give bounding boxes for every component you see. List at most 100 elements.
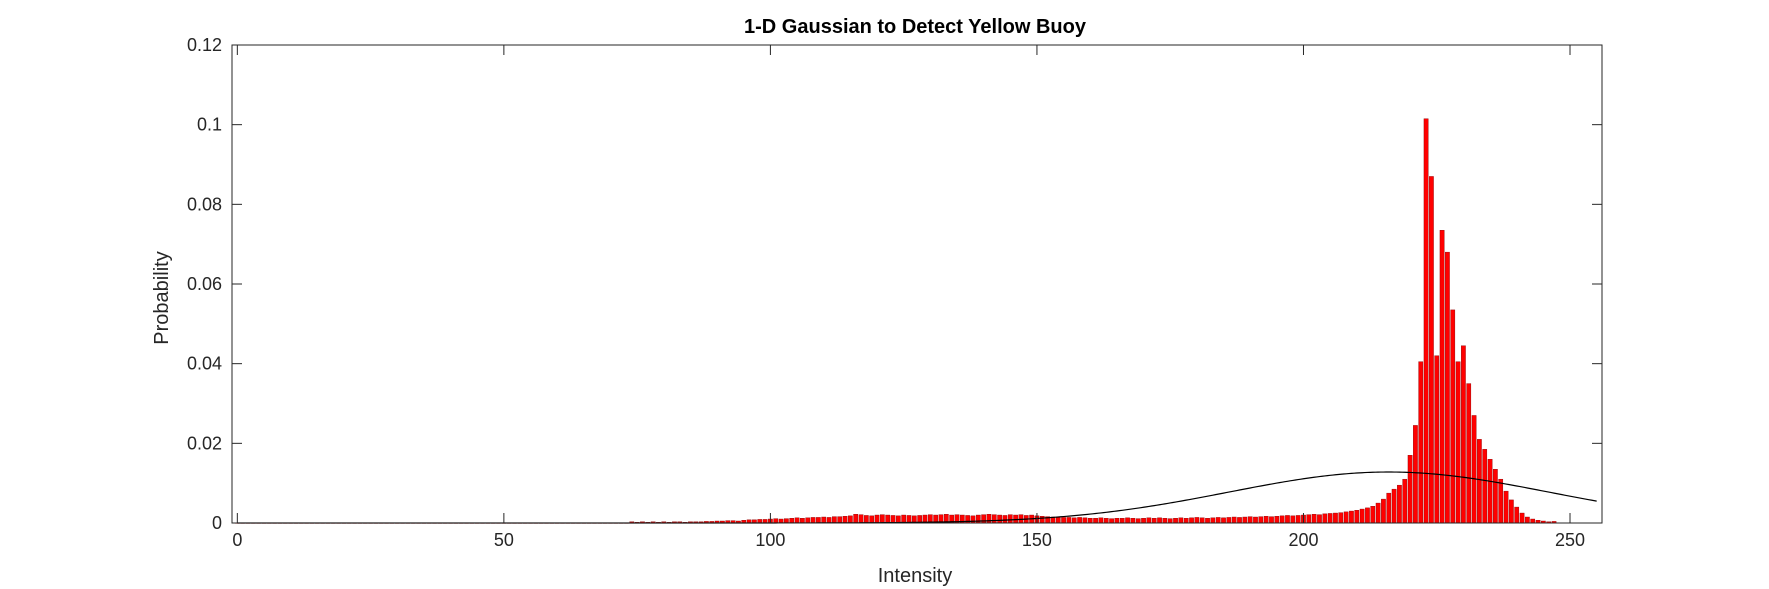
histogram-bar xyxy=(1055,516,1061,524)
histogram-bar xyxy=(901,514,906,524)
histogram-bar xyxy=(1530,518,1536,524)
y-axis-label: Probability xyxy=(151,251,173,344)
histogram-bar xyxy=(1407,455,1413,524)
x-tick-label: 0 xyxy=(232,530,242,550)
histogram-bar xyxy=(1151,518,1157,524)
histogram-bar xyxy=(1231,516,1237,524)
histogram-bar xyxy=(1103,518,1109,524)
histogram-bar xyxy=(837,516,843,524)
histogram-bar xyxy=(1135,518,1141,524)
histogram-bar xyxy=(1327,513,1333,524)
x-tick-label: 250 xyxy=(1555,530,1585,550)
histogram-bar xyxy=(986,514,992,524)
histogram-bar xyxy=(1082,517,1088,524)
histogram-bar xyxy=(1402,478,1408,524)
histogram-bar xyxy=(1439,230,1445,524)
histogram-bar xyxy=(1002,515,1008,524)
histogram-bar xyxy=(869,515,875,524)
x-tick-label: 200 xyxy=(1288,530,1318,550)
histogram-bar xyxy=(864,515,869,524)
histogram-bar xyxy=(1482,449,1488,524)
histogram-bar xyxy=(1077,517,1082,524)
histogram-bar xyxy=(832,516,837,524)
histogram-bar xyxy=(1503,490,1509,524)
histogram-bar xyxy=(1498,478,1504,524)
histogram-bar xyxy=(1306,514,1312,524)
histogram-bar xyxy=(1125,517,1130,524)
histogram-bar xyxy=(1141,518,1146,524)
histogram-bar xyxy=(1375,502,1381,524)
histogram-bar xyxy=(1514,506,1520,524)
histogram-bar xyxy=(1205,518,1210,524)
histogram-bar xyxy=(1423,118,1429,524)
y-tick-label: 0.08 xyxy=(187,194,222,214)
histogram-bar xyxy=(1471,415,1477,524)
histogram-bar xyxy=(1381,498,1386,524)
histogram-bar xyxy=(1295,515,1301,524)
histogram-bar xyxy=(1087,518,1093,524)
chart-title: 1-D Gaussian to Detect Yellow Buoy xyxy=(744,16,1087,38)
histogram-bar xyxy=(794,517,800,524)
axes-box xyxy=(231,44,1603,524)
histogram-bar xyxy=(1039,516,1045,524)
histogram-bar xyxy=(1071,517,1077,524)
histogram-bar xyxy=(1173,518,1178,524)
histogram-bar xyxy=(1466,383,1472,524)
histogram-bar xyxy=(1242,516,1248,524)
histogram-bar xyxy=(1391,488,1397,524)
histogram-bar xyxy=(880,514,885,524)
histogram-bar xyxy=(816,517,821,524)
histogram-bar xyxy=(810,517,816,524)
histogram-bars xyxy=(235,118,1557,524)
histogram-bar xyxy=(1215,517,1221,524)
histogram-bar xyxy=(858,514,864,524)
histogram-bar xyxy=(1237,517,1242,524)
histogram-bar xyxy=(885,514,891,524)
histogram-bar xyxy=(1269,516,1274,524)
histogram-bar xyxy=(1370,506,1376,524)
histogram-bar xyxy=(1119,518,1125,524)
histogram-bar xyxy=(1146,517,1152,524)
histogram-bar xyxy=(805,517,811,524)
histogram-bar xyxy=(970,515,976,524)
histogram-bar xyxy=(997,514,1002,524)
histogram-bar xyxy=(1247,516,1253,524)
histogram-bar xyxy=(874,514,880,524)
histogram-bar xyxy=(1397,484,1402,524)
histogram-bar xyxy=(1226,517,1232,524)
histogram-bar xyxy=(1349,510,1354,524)
histogram-bar xyxy=(1477,439,1482,524)
histogram-bar xyxy=(1109,518,1114,524)
histogram-bar xyxy=(1258,516,1264,524)
histogram-bar xyxy=(1279,515,1285,524)
y-tick-label: 0 xyxy=(212,513,222,533)
histogram-bar xyxy=(1130,518,1136,524)
histogram-bar xyxy=(1221,517,1226,524)
histogram-bar xyxy=(1290,515,1296,524)
y-tick-label: 0.1 xyxy=(197,115,222,135)
histogram-bar xyxy=(1285,515,1290,524)
y-tick-label: 0.04 xyxy=(187,354,222,374)
histogram-bar xyxy=(853,514,859,524)
histogram-bar xyxy=(1461,345,1466,524)
histogram-bar xyxy=(1114,518,1120,524)
histogram-bar xyxy=(1434,355,1440,524)
histogram-bar xyxy=(1178,517,1184,524)
x-tick-label: 150 xyxy=(1022,530,1052,550)
histogram-bar xyxy=(1263,516,1269,524)
histogram-bar xyxy=(1061,517,1066,524)
histogram-bar xyxy=(1066,517,1072,524)
histogram-bar xyxy=(773,518,779,524)
histogram-bar xyxy=(1354,510,1360,524)
histogram-bar xyxy=(842,516,848,524)
histogram-bar xyxy=(1445,251,1450,524)
histogram-bar xyxy=(1007,514,1013,524)
histogram-bar xyxy=(1365,507,1370,524)
histogram-bar xyxy=(1311,514,1317,524)
x-axis-label: Intensity xyxy=(878,565,952,587)
histogram-bar xyxy=(1199,517,1205,524)
histogram-bar xyxy=(1487,459,1493,524)
histogram-bar xyxy=(991,514,997,524)
histogram-bar xyxy=(1429,176,1434,524)
histogram-bar xyxy=(1450,309,1456,524)
